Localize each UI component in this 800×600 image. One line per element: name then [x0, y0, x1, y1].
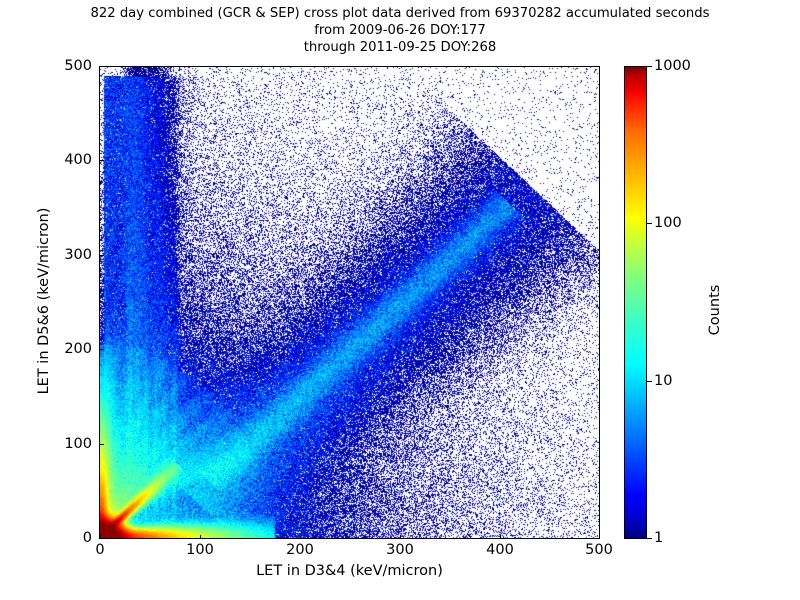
- x-tick-mark: [500, 535, 501, 539]
- plot-title-line-2: from 2009-06-26 DOY:177: [314, 23, 486, 38]
- x-tick-mark: [300, 535, 301, 539]
- colorbar-tick-mark: [647, 66, 652, 67]
- colorbar-tick-mark: [647, 538, 652, 539]
- colorbar-tick-label: 100: [654, 215, 682, 231]
- y-tick-mark: [100, 66, 104, 67]
- plot-title-line-3: through 2011-09-25 DOY:268: [303, 40, 497, 55]
- x-axis-label: LET in D3&4 (keV/micron): [256, 563, 443, 579]
- x-tick-label: 500: [585, 542, 613, 558]
- y-tick-label: 200: [64, 341, 92, 357]
- x-tick-mark: [400, 535, 401, 539]
- colorbar-tick-label: 1: [654, 530, 664, 546]
- y-tick-mark: [100, 444, 104, 445]
- y-tick-label: 300: [64, 247, 92, 263]
- y-tick-mark: [100, 160, 104, 161]
- colorbar-tick-mark: [647, 223, 652, 224]
- colorbar-tick-label: 10: [654, 373, 673, 389]
- colorbar-tick-label: 1000: [654, 58, 691, 74]
- x-tick-mark: [200, 535, 201, 539]
- colorbar-tick-mark: [647, 381, 652, 382]
- x-tick-mark: [100, 535, 101, 539]
- colorbar-gradient: [624, 66, 647, 539]
- x-tick-label: 100: [186, 542, 214, 558]
- plot-area: [99, 66, 600, 539]
- y-tick-label: 400: [64, 152, 92, 168]
- x-tick-label: 0: [95, 542, 105, 558]
- y-tick-mark: [100, 349, 104, 350]
- y-tick-label: 500: [64, 58, 92, 74]
- y-tick-mark: [100, 255, 104, 256]
- plot-title: 822 day combined (GCR & SEP) cross plot …: [0, 5, 800, 56]
- x-tick-label: 200: [286, 542, 314, 558]
- x-tick-label: 300: [386, 542, 414, 558]
- y-tick-label: 100: [64, 436, 92, 452]
- plot-title-line-1: 822 day combined (GCR & SEP) cross plot …: [90, 6, 710, 21]
- y-tick-label: 0: [82, 530, 92, 546]
- y-tick-mark: [100, 538, 104, 539]
- scatter-density-plot: [100, 67, 599, 538]
- x-tick-label: 400: [486, 542, 514, 558]
- colorbar-label: Counts: [707, 284, 723, 336]
- x-tick-mark: [599, 535, 600, 539]
- y-axis-label: LET in D5&6 (keV/micron): [36, 207, 52, 395]
